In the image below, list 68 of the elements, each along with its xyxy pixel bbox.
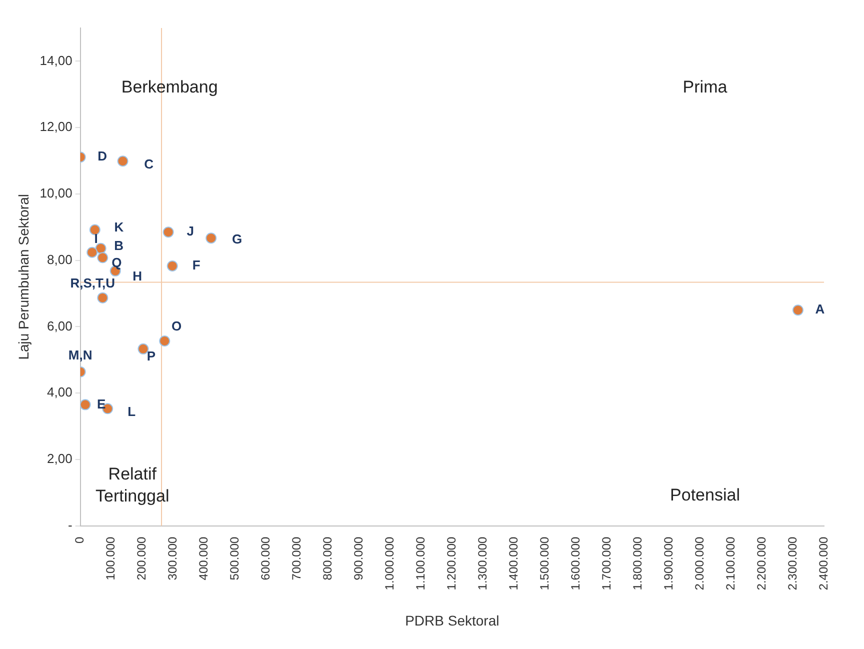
annotation: D [98,148,108,164]
point [159,335,170,346]
y-tick-label: - [68,517,72,532]
x-tick-label: 1.700.000 [599,536,614,590]
point [117,156,128,167]
annotation: L [128,404,136,420]
y-tick-label: 2,00 [47,451,72,466]
annotation: I [94,230,98,246]
annotation: G [232,232,242,247]
x-tick-label: 900.000 [352,536,366,580]
x-tick-label: 1.800.000 [630,536,644,590]
annotation: O [172,318,182,334]
x-tick-label: 700.000 [290,536,304,580]
x-tick-label: 200.000 [134,536,149,580]
annotation: E [96,396,106,412]
x-tick-label: 2.000.000 [692,536,706,590]
x-tick-label: 2.300.000 [785,536,800,590]
x-tick-label: 600.000 [258,536,273,580]
annotation: K [114,219,124,234]
x-tick-label: 300.000 [166,536,180,580]
annotation: C [144,156,154,172]
x-tick-label: 2.400.000 [816,536,830,590]
point [89,224,100,236]
x-tick-label: 1.500.000 [537,536,552,590]
x-tick-label: 400.000 [196,536,211,580]
annotation: M,N [68,347,92,362]
point [792,304,804,316]
x-tick-label: 800.000 [320,536,335,580]
annotation: Q [112,255,122,270]
annotation: H [132,268,142,284]
point [138,343,149,354]
annotation: Potensial [670,486,740,505]
annotation: Berkembang [121,77,218,96]
y-tick-label: 8,00 [47,252,72,267]
y-tick-label: 6,00 [47,318,72,334]
x-tick-label: 1.600.000 [568,536,582,590]
annotation: B [114,238,124,253]
x-axis-title: PDRB Sektoral [405,612,500,628]
annotation: R,S,T,U [70,275,116,290]
annotation: Relatif Tertinggal [96,464,170,506]
y-tick-label: 10,00 [40,186,72,201]
x-tick-label: 0 [72,536,87,544]
point [80,399,91,410]
point [97,252,108,264]
annotation: Prima [682,77,728,96]
x-tick-label: 2.100.000 [723,536,738,590]
y-axis-title: Laju Perumbuhan Sektoral [15,194,32,360]
y-tick-label: 14,00 [40,52,72,68]
point [97,292,108,304]
x-tick-label: 1.900.000 [661,536,676,590]
point [206,232,217,244]
point [162,226,174,238]
annotation: P [146,348,156,364]
y-tick-label: 12,00 [40,119,72,134]
annotation: A [815,302,826,317]
x-tick-label: 100.000 [104,536,118,580]
annotation: F [192,258,200,273]
x-tick-label: 1.100.000 [413,536,428,590]
x-tick-label: 1.300.000 [475,536,490,590]
x-tick-label: 1.200.000 [444,536,458,590]
x-tick-label: 500.000 [228,536,242,580]
x-tick-label: 1.000.000 [382,536,397,590]
y-tick-label: 4,00 [47,384,72,400]
annotation: J [186,224,194,239]
point [86,246,98,258]
x-tick-label: 2.200.000 [754,536,768,590]
point [166,260,178,272]
x-tick-label: 1.400.000 [506,536,520,590]
